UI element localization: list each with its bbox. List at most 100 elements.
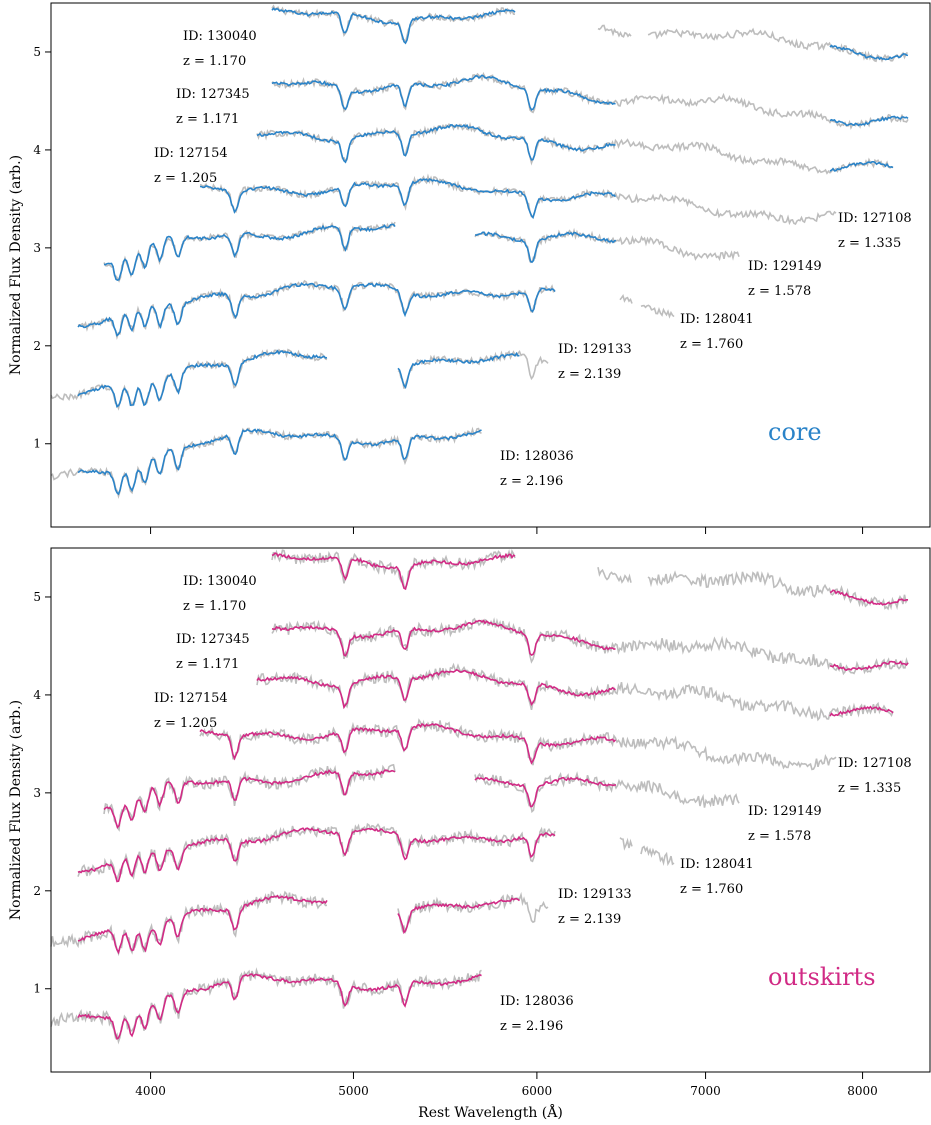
y-tick-4: 4 <box>33 143 51 157</box>
annotation-id-7: ID: 129133 <box>558 887 632 902</box>
y-tick-label-1: 1 <box>33 437 41 451</box>
annotation-z-1: z = 1.170 <box>183 599 246 614</box>
model-spectrum-4-seg-1 <box>199 178 617 220</box>
annotation-id-5: ID: 129149 <box>748 804 822 819</box>
y-tick-label-5: 5 <box>33 45 41 59</box>
observed-spectrum-4-seg-1 <box>199 718 837 771</box>
y-tick-5: 5 <box>33 45 51 59</box>
model-spectrum-6-seg-1 <box>77 282 556 337</box>
observed-spectrum-7-seg-1 <box>50 348 328 411</box>
outskirts-panel-label: outskirts <box>768 963 876 991</box>
annotation-id-6: ID: 128041 <box>680 857 754 872</box>
observed-spectrum-6-seg-2 <box>619 837 633 851</box>
annotation-id-8: ID: 128036 <box>500 994 574 1009</box>
x-tick-label-6000: 6000 <box>522 1084 553 1098</box>
y-tick-label-2: 2 <box>33 339 41 353</box>
annotation-id-7: ID: 129133 <box>558 342 632 357</box>
y-tick-label-3: 3 <box>33 786 41 800</box>
annotation-id-3: ID: 127154 <box>154 146 228 161</box>
model-spectrum-3-seg-1 <box>256 669 616 710</box>
y-tick-3: 3 <box>33 241 51 255</box>
core-axes-frame <box>50 2 931 528</box>
outskirts-panel: ID: 130040 z = 1.170 ID: 127345 z = 1.171 ID… <box>8 547 931 1121</box>
model-spectrum-3-seg-2 <box>829 161 894 172</box>
observed-spectrum-1-seg-1 <box>271 4 516 45</box>
y-tick-4: 4 <box>33 688 51 702</box>
model-spectrum-5-seg-1 <box>103 769 396 829</box>
x-tick-4000: 4000 <box>135 1072 166 1098</box>
model-spectrum-1-seg-2 <box>829 44 909 61</box>
annotation-z-8: z = 2.196 <box>500 474 563 489</box>
annotation-id-5: ID: 129149 <box>748 259 822 274</box>
x-tick-label-5000: 5000 <box>338 1084 369 1098</box>
observed-spectrum-6-seg-1 <box>77 279 556 340</box>
annotation-id-8: ID: 128036 <box>500 449 574 464</box>
annotation-z-6: z = 1.760 <box>680 337 743 352</box>
model-spectrum-2-seg-2 <box>829 115 909 127</box>
model-spectrum-5-seg-2 <box>474 776 617 808</box>
observed-spectrum-6-seg-1 <box>77 822 556 882</box>
outskirts-axes-frame <box>50 547 931 1073</box>
annotation-z-1: z = 1.170 <box>183 54 246 69</box>
annotation-z-2: z = 1.171 <box>176 657 239 672</box>
annotation-z-6: z = 1.760 <box>680 882 743 897</box>
x-axis-label: Rest Wavelength (Å) <box>418 1103 563 1121</box>
y-tick-label-3: 3 <box>33 241 41 255</box>
annotation-id-4: ID: 127108 <box>838 756 912 771</box>
annotation-z-3: z = 1.205 <box>154 171 217 186</box>
y-tick-label-4: 4 <box>33 143 41 157</box>
model-spectrum-3-seg-2 <box>829 705 894 717</box>
model-spectrum-6-seg-1 <box>77 827 556 883</box>
model-spectrum-2-seg-2 <box>829 660 909 671</box>
y-tick-2: 2 <box>33 339 51 353</box>
observed-spectrum-6-seg-2 <box>619 293 633 304</box>
annotation-z-7: z = 2.139 <box>558 367 621 382</box>
model-spectrum-7-seg-2 <box>397 351 520 390</box>
annotation-z-7: z = 2.139 <box>558 912 621 927</box>
annotation-id-3: ID: 127154 <box>154 691 228 706</box>
annotation-z-3: z = 1.205 <box>154 716 217 731</box>
y-tick-label-5: 5 <box>33 590 41 604</box>
annotation-id-1: ID: 130040 <box>183 574 257 589</box>
observed-spectrum-5-seg-2 <box>474 227 740 264</box>
observed-spectrum-5-seg-2 <box>474 771 740 814</box>
y-tick-label-2: 2 <box>33 884 41 898</box>
observed-spectrum-2-seg-1 <box>271 617 909 676</box>
annotation-z-4: z = 1.335 <box>838 236 901 251</box>
model-spectrum-1-seg-1 <box>271 7 516 45</box>
annotation-z-5: z = 1.578 <box>748 284 811 299</box>
annotation-z-4: z = 1.335 <box>838 781 901 796</box>
y-tick-1: 1 <box>33 982 51 996</box>
observed-spectrum-1-seg-2 <box>597 567 632 584</box>
observed-spectrum-7-seg-2 <box>397 350 549 389</box>
observed-spectrum-1-seg-2 <box>597 24 632 38</box>
y-tick-label-4: 4 <box>33 688 41 702</box>
x-tick-label-4000: 4000 <box>135 1084 166 1098</box>
model-spectrum-5-seg-2 <box>474 231 617 264</box>
annotation-z-5: z = 1.578 <box>748 829 811 844</box>
model-spectrum-2-seg-1 <box>271 74 616 111</box>
y-tick-2: 2 <box>33 884 51 898</box>
annotation-z-8: z = 2.196 <box>500 1019 563 1034</box>
model-spectrum-5-seg-1 <box>103 223 396 281</box>
observed-spectrum-4-seg-1 <box>199 173 837 226</box>
x-tick-7000: 7000 <box>690 1072 721 1098</box>
model-spectrum-7-seg-1 <box>77 894 328 955</box>
model-spectrum-3-seg-1 <box>256 123 616 164</box>
model-spectrum-7-seg-1 <box>77 349 328 408</box>
observed-spectrum-6-seg-3 <box>640 304 675 319</box>
annotation-id-2: ID: 127345 <box>176 87 250 102</box>
annotation-z-2: z = 1.171 <box>176 112 239 127</box>
x-tick-8000: 8000 <box>847 1072 878 1098</box>
x-tick-label-8000: 8000 <box>847 1084 878 1098</box>
outskirts-y-axis-label: Normalized Flux Density (arb.) <box>8 700 24 920</box>
model-spectrum-2-seg-1 <box>271 619 616 657</box>
model-spectrum-1-seg-2 <box>829 589 908 606</box>
observed-spectrum-1-seg-3 <box>647 27 909 63</box>
observed-spectrum-2-seg-1 <box>271 71 909 130</box>
core-y-axis-label: Normalized Flux Density (arb.) <box>8 155 24 375</box>
annotation-id-6: ID: 128041 <box>680 312 754 327</box>
annotation-id-1: ID: 130040 <box>183 29 257 44</box>
x-tick-label-7000: 7000 <box>690 1084 721 1098</box>
